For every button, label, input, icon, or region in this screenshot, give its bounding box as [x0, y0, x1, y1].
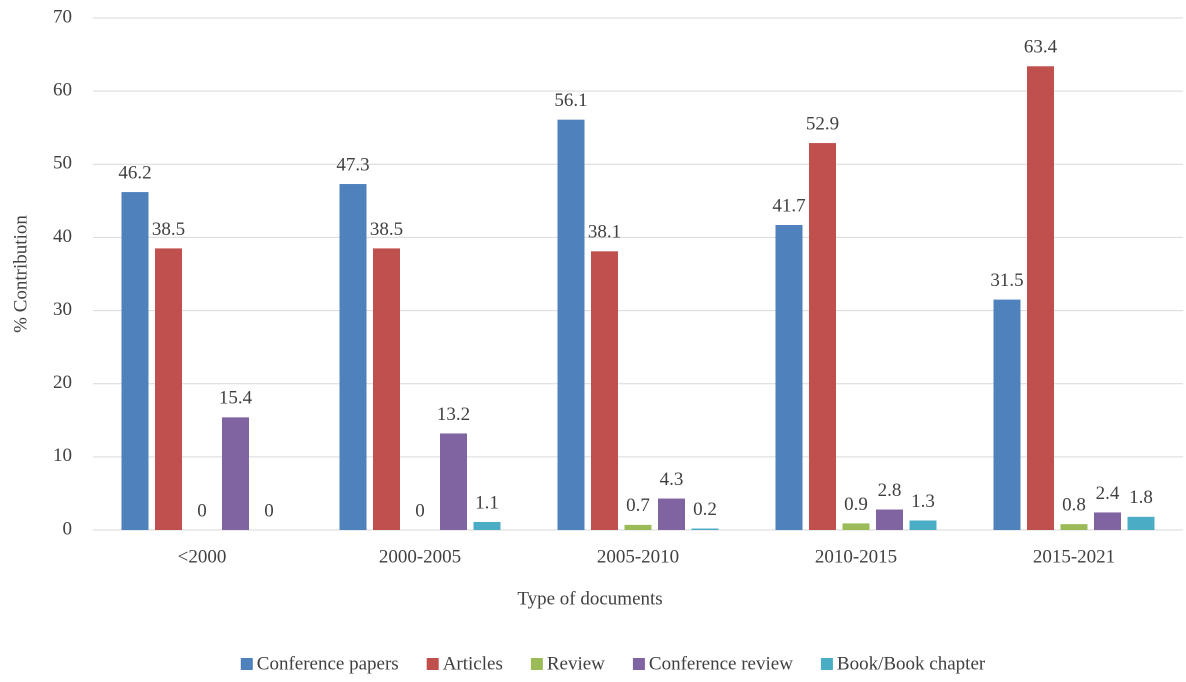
data-label: 0 [415, 500, 425, 521]
y-tick-label: 20 [53, 372, 72, 393]
legend-label: Conference papers [257, 653, 399, 674]
data-label: 2.8 [878, 480, 902, 501]
bar [473, 521, 501, 530]
data-label: 0 [197, 500, 207, 521]
legend-label: Review [547, 653, 605, 674]
y-tick-label: 60 [53, 80, 72, 101]
data-label: 13.2 [437, 404, 470, 425]
bar [440, 433, 467, 530]
data-label: 2.4 [1096, 483, 1120, 504]
data-label: 1.8 [1129, 487, 1153, 508]
y-tick-label: 30 [53, 299, 72, 320]
bar [591, 251, 618, 530]
legend-swatch [820, 658, 833, 670]
y-tick-label: 50 [53, 153, 72, 174]
y-tick-label: 0 [63, 518, 73, 539]
bar [373, 248, 400, 530]
bar [809, 143, 836, 530]
y-tick-label: 40 [53, 226, 72, 247]
data-label: 4.3 [660, 469, 684, 490]
y-axis-title: % Contribution [10, 215, 31, 333]
bar [1127, 516, 1155, 530]
bar [775, 224, 803, 530]
data-label: 63.4 [1024, 37, 1058, 58]
bar [1060, 524, 1088, 530]
data-label: 0.2 [693, 499, 717, 520]
legend-swatch [530, 658, 543, 670]
y-tick-label: 70 [53, 6, 72, 27]
legend-swatch [240, 658, 253, 670]
data-label: 0.8 [1062, 495, 1086, 516]
x-tick-label: <2000 [178, 546, 227, 567]
data-label: 1.3 [911, 491, 935, 512]
bar [557, 119, 585, 530]
data-label: 38.1 [588, 222, 621, 243]
bar [1094, 512, 1121, 530]
bar [658, 498, 685, 530]
data-label: 38.5 [152, 219, 185, 240]
data-label: 52.9 [806, 113, 839, 134]
bar [624, 524, 652, 530]
bar [993, 299, 1021, 530]
bar [876, 509, 903, 530]
data-label: 15.4 [219, 388, 253, 409]
bar [121, 192, 149, 530]
bar [691, 528, 719, 530]
data-label: 31.5 [990, 270, 1023, 291]
bar [339, 184, 367, 530]
data-label: 46.2 [118, 162, 151, 183]
data-label: 47.3 [336, 154, 369, 175]
data-label: 0.7 [626, 495, 650, 516]
y-tick-label: 10 [53, 445, 72, 466]
x-tick-label: 2010-2015 [815, 546, 897, 567]
legend-swatch [426, 658, 439, 670]
legend-label: Conference review [649, 653, 793, 674]
bar [222, 417, 249, 530]
data-label: 56.1 [554, 90, 587, 111]
data-label: 0 [264, 500, 274, 521]
legend-swatch [632, 658, 645, 670]
data-label: 41.7 [772, 195, 805, 216]
x-tick-label: 2015-2021 [1033, 546, 1115, 567]
bar [842, 523, 870, 530]
data-label: 0.9 [844, 494, 868, 515]
bar [155, 248, 182, 530]
x-tick-label: 2000-2005 [379, 546, 461, 567]
bar [909, 520, 937, 530]
x-tick-label: 2005-2010 [597, 546, 679, 567]
legend-label: Book/Book chapter [837, 653, 986, 674]
x-axis-title: Type of documents [517, 588, 662, 609]
bar [1027, 66, 1054, 530]
data-label: 38.5 [370, 219, 403, 240]
data-label: 1.1 [475, 492, 499, 513]
legend-label: Articles [443, 653, 503, 674]
